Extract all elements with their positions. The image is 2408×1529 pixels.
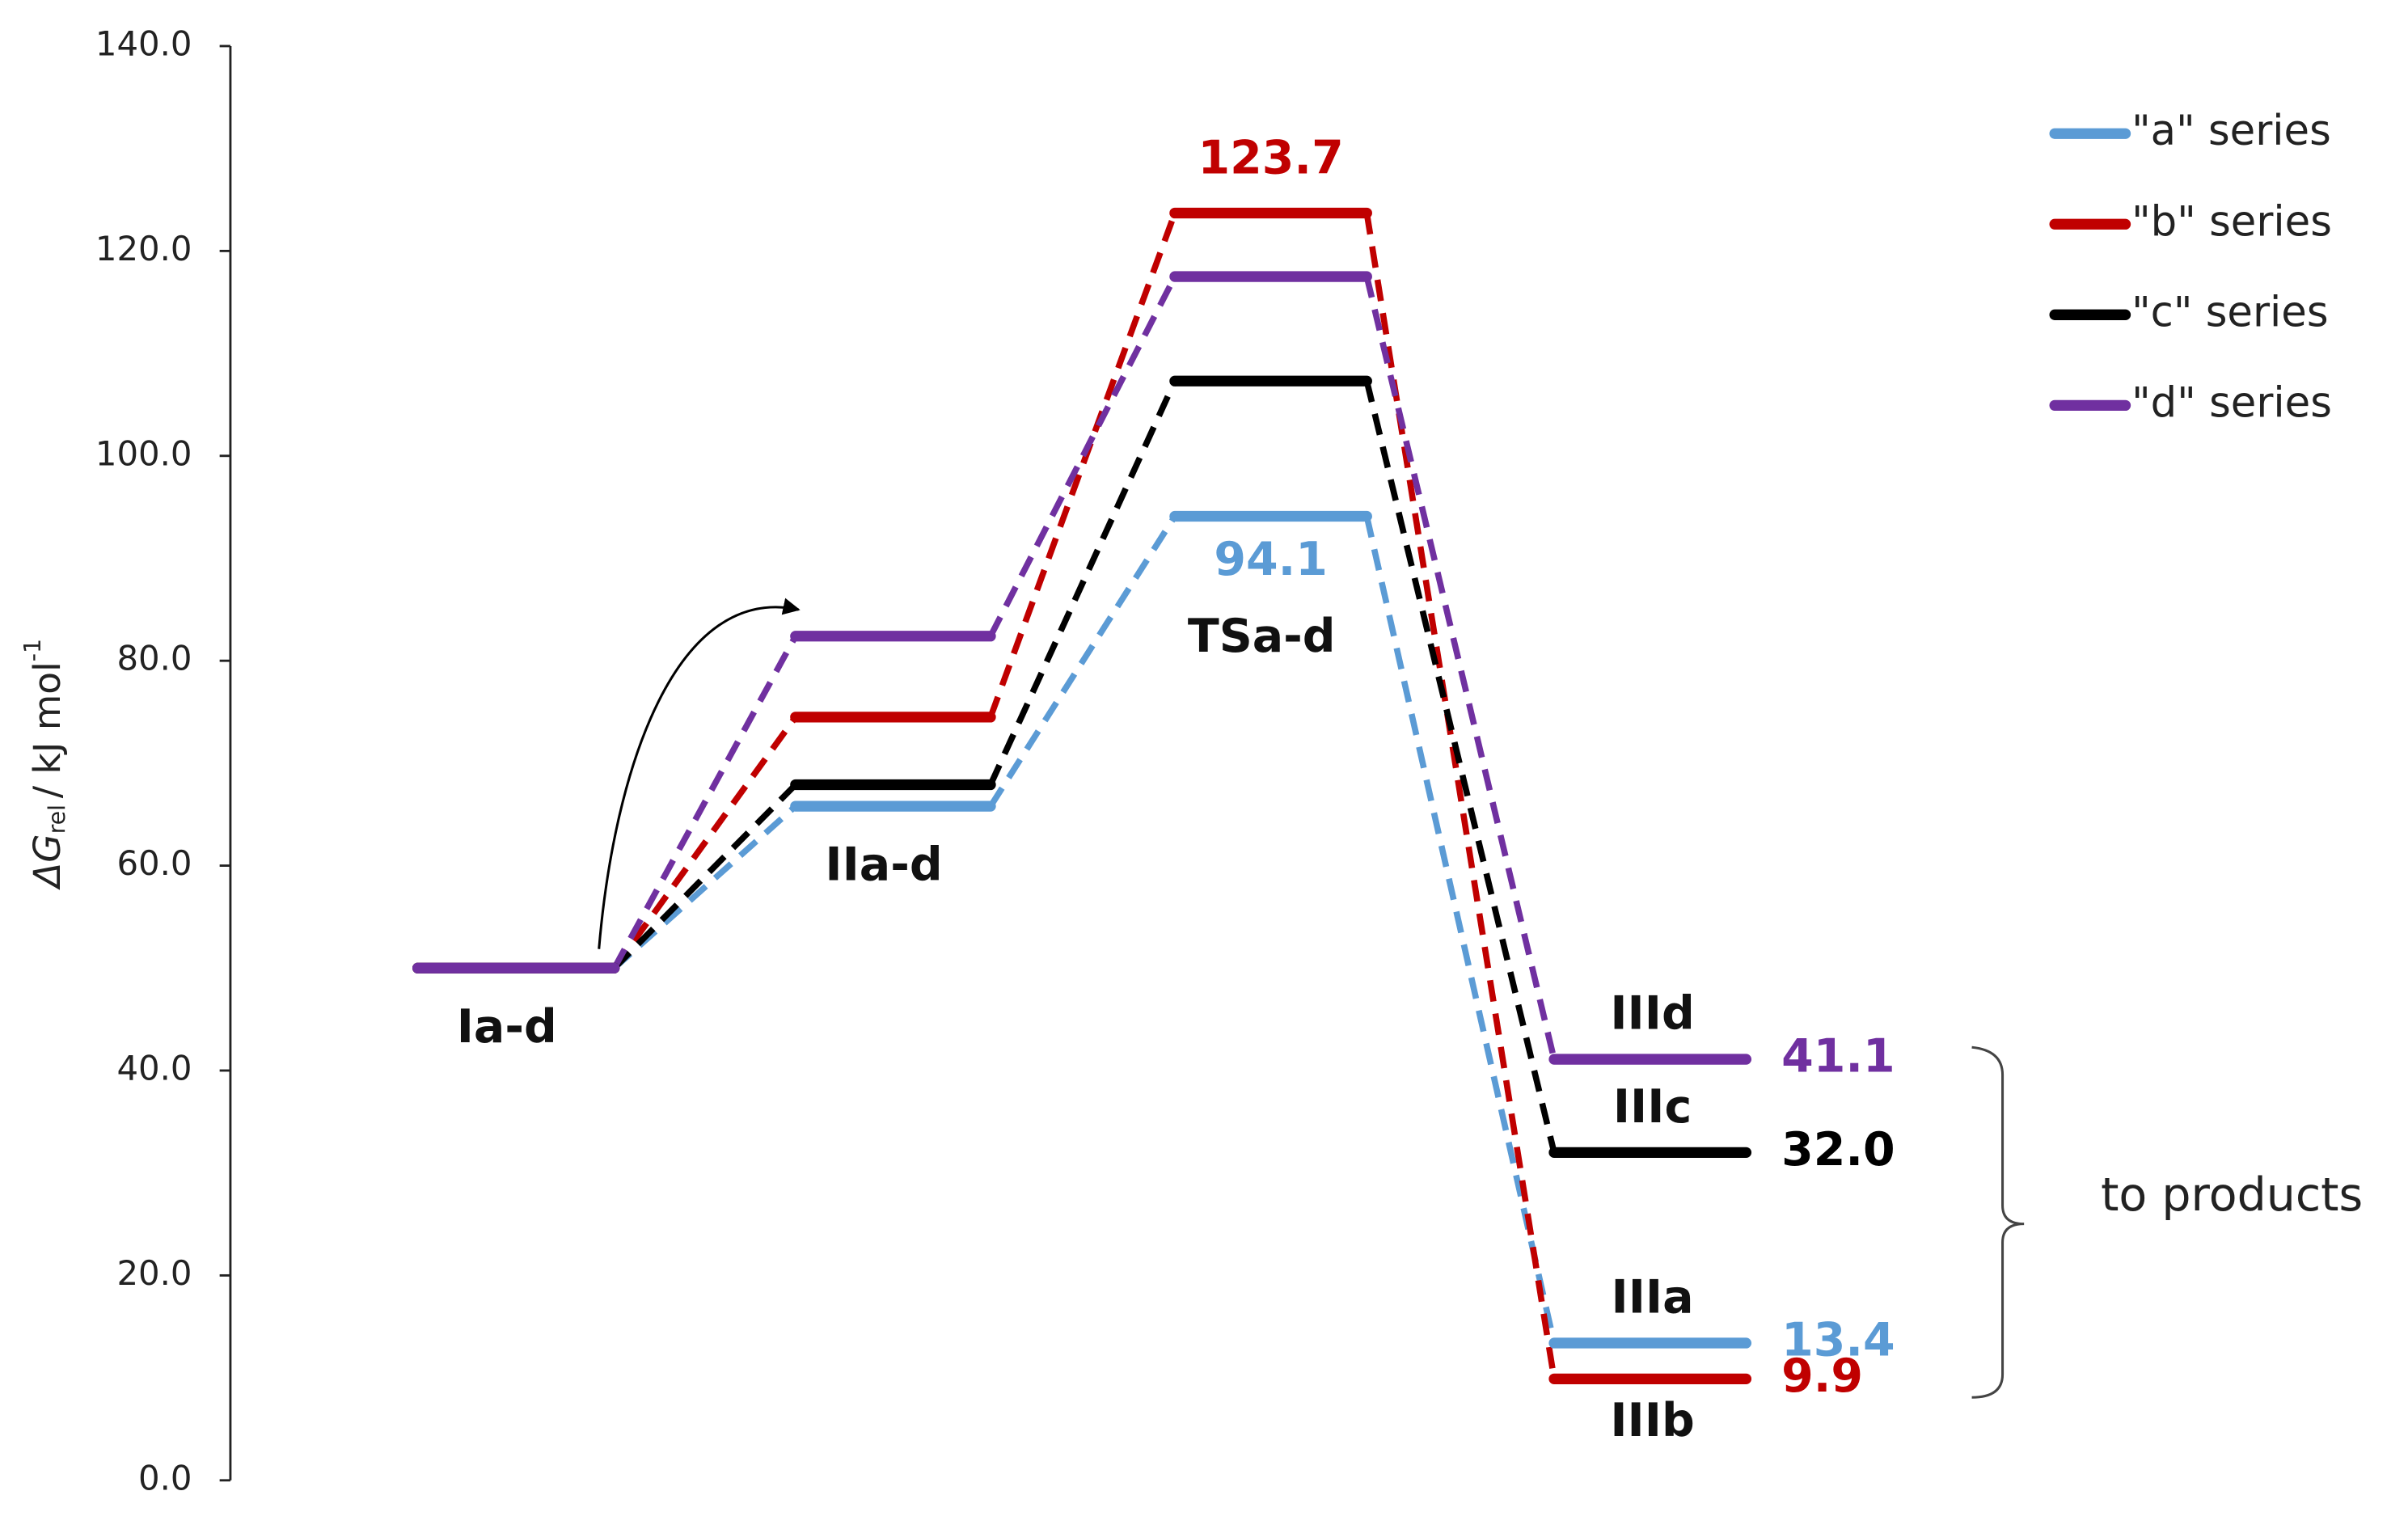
y-tick-label: 60.0 bbox=[116, 843, 192, 883]
state-label: IIIc bbox=[1613, 1080, 1692, 1134]
value-label: 32.0 bbox=[1781, 1123, 1895, 1176]
legend-label: "c" series bbox=[2131, 288, 2328, 336]
connector bbox=[987, 514, 1178, 809]
y-tick-label: 140.0 bbox=[95, 23, 192, 63]
arrow bbox=[598, 598, 801, 949]
y-tick-label: 80.0 bbox=[116, 639, 192, 678]
y-tick-label: 20.0 bbox=[116, 1253, 192, 1293]
value-label: 94.1 bbox=[1214, 533, 1328, 586]
connector bbox=[1363, 212, 1557, 1379]
connector bbox=[987, 379, 1178, 787]
connector bbox=[1363, 380, 1557, 1154]
y-axis-label: ΔGrel/ kJ mol-1 bbox=[19, 639, 70, 890]
value-label: 9.9 bbox=[1781, 1349, 1863, 1403]
y-tick-label: 100.0 bbox=[95, 433, 192, 473]
state-label: IIa-d bbox=[825, 838, 942, 892]
state-label: TSa-d bbox=[1188, 610, 1336, 663]
state-label: IIId bbox=[1610, 987, 1694, 1041]
connector bbox=[611, 634, 799, 970]
y-tick-label: 120.0 bbox=[95, 229, 192, 268]
state-label: Ia-d bbox=[457, 1000, 557, 1054]
y-tick-label: 40.0 bbox=[116, 1048, 192, 1088]
legend-label: "b" series bbox=[2131, 197, 2332, 246]
connector bbox=[987, 212, 1178, 719]
connector bbox=[612, 782, 798, 970]
connector bbox=[611, 715, 798, 970]
value-label: 123.7 bbox=[1198, 132, 1344, 185]
state-label: IIIa bbox=[1612, 1270, 1694, 1324]
legend-label: "d" series bbox=[2131, 378, 2332, 427]
connector bbox=[1363, 515, 1557, 1344]
annotation: to products bbox=[2101, 1168, 2363, 1222]
value-label: 13.4 bbox=[1781, 1314, 1895, 1367]
state-label: IIIb bbox=[1610, 1394, 1694, 1447]
value-label: 41.1 bbox=[1781, 1030, 1895, 1083]
y-tick-label: 0.0 bbox=[138, 1458, 192, 1497]
legend-label: "a" series bbox=[2131, 107, 2331, 155]
brace bbox=[1971, 1045, 2025, 1399]
connector bbox=[1363, 276, 1557, 1060]
